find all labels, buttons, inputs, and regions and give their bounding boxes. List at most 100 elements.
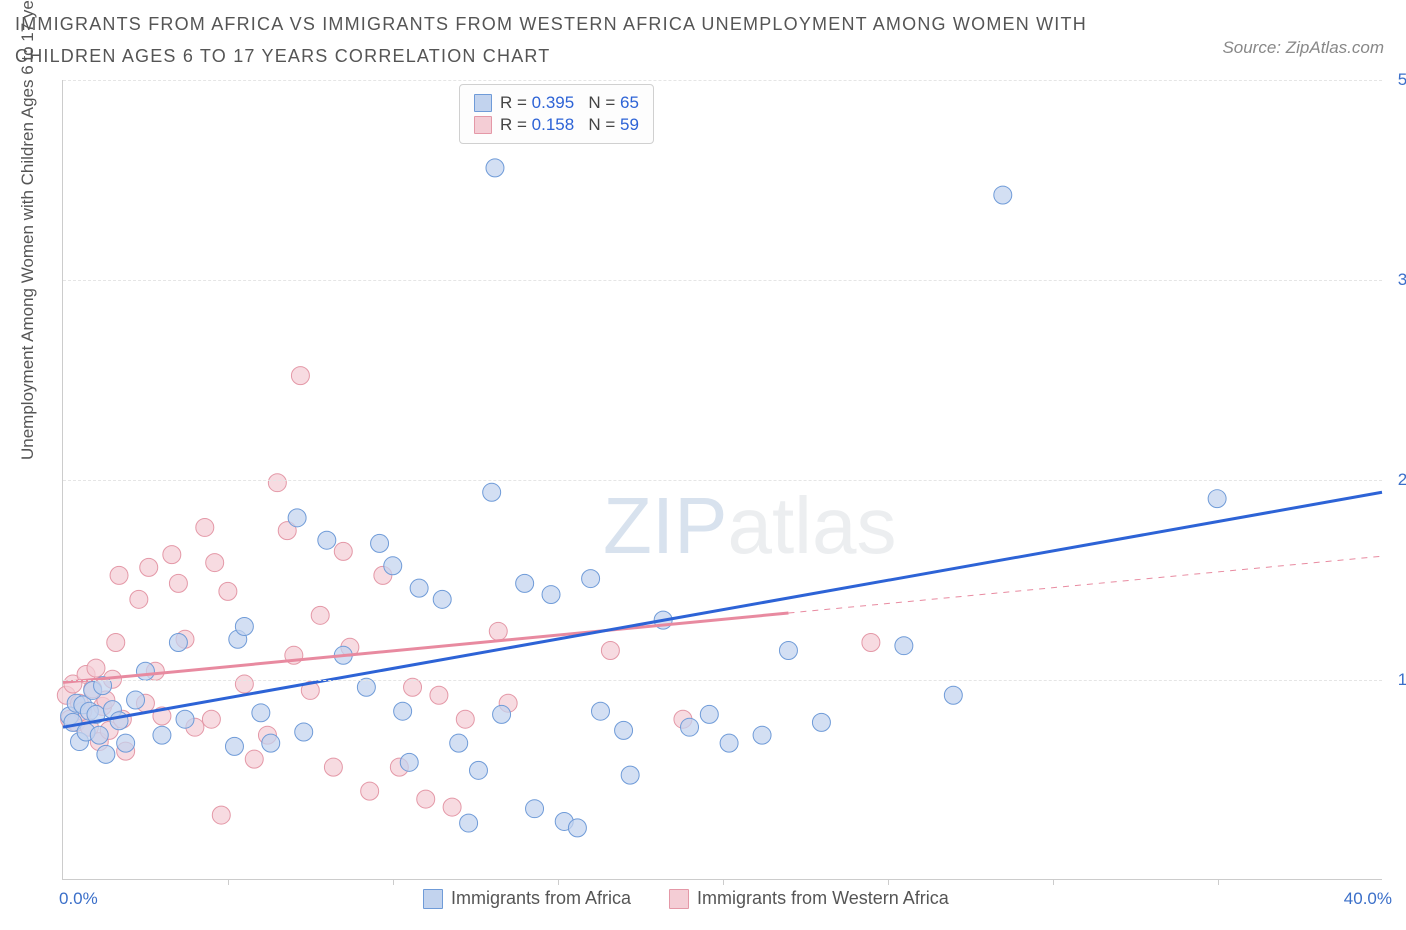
data-point [1208,490,1226,508]
gridline [63,280,1382,281]
data-point [371,534,389,552]
xtick [888,879,889,885]
data-point [526,800,544,818]
data-point [219,582,237,600]
ytick-label: 37.5% [1388,270,1406,290]
data-point [262,734,280,752]
data-point [196,518,214,536]
data-point [944,686,962,704]
data-point [136,662,154,680]
data-point [443,798,461,816]
plot-area: ZIPatlas R = 0.395 N = 65 R = 0.158 N = … [62,80,1382,880]
data-point [110,566,128,584]
y-axis-label: Unemployment Among Women with Children A… [18,0,38,460]
data-point [334,542,352,560]
data-point [753,726,771,744]
series-legend-item-africa: Immigrants from Africa [423,888,631,909]
data-point [862,634,880,652]
xtick [1218,879,1219,885]
data-point [110,712,128,730]
data-point [153,726,171,744]
data-point [235,675,253,693]
xtick [393,879,394,885]
xtick [558,879,559,885]
data-point [568,819,586,837]
legend-row-africa: R = 0.395 N = 65 [474,93,639,113]
data-point [107,634,125,652]
r-val-africa: 0.395 [532,93,575,112]
data-point [212,806,230,824]
legend-text-wafrica: R = 0.158 N = 59 [500,115,639,135]
data-point [895,637,913,655]
data-point [516,574,534,592]
data-point [456,710,474,728]
data-point [621,766,639,784]
data-point [601,641,619,659]
n-val-wafrica: 59 [620,115,639,134]
data-point [384,557,402,575]
data-point [410,579,428,597]
data-point [140,558,158,576]
data-point [483,483,501,501]
data-point [394,702,412,720]
legend-text-africa: R = 0.395 N = 65 [500,93,639,113]
data-point [430,686,448,704]
data-point [202,710,220,728]
chart-container: IMMIGRANTS FROM AFRICA VS IMMIGRANTS FRO… [0,0,1406,930]
series-swatch-africa [423,889,443,909]
data-point [169,634,187,652]
n-val-africa: 65 [620,93,639,112]
data-point [117,734,135,752]
xtick [723,879,724,885]
data-point [542,586,560,604]
data-point [206,554,224,572]
correlation-legend: R = 0.395 N = 65 R = 0.158 N = 59 [459,84,654,144]
gridline [63,80,1382,81]
x-axis-end: 40.0% [1344,889,1392,909]
data-point [681,718,699,736]
data-point [433,590,451,608]
data-point [812,713,830,731]
data-point [176,710,194,728]
data-point [486,159,504,177]
data-point [130,590,148,608]
r-val-wafrica: 0.158 [532,115,575,134]
data-point [591,702,609,720]
data-point [469,761,487,779]
source-citation: Source: ZipAtlas.com [1222,38,1384,58]
data-point [268,474,286,492]
data-point [97,745,115,763]
data-point [90,726,108,744]
data-point [288,509,306,527]
data-point [582,570,600,588]
data-point [400,753,418,771]
data-point [450,734,468,752]
legend-swatch-africa [474,94,492,112]
series-swatch-wafrica [669,889,689,909]
data-point [311,606,329,624]
series-label-wafrica: Immigrants from Western Africa [697,888,949,909]
data-point [361,782,379,800]
legend-swatch-wafrica [474,116,492,134]
data-point [720,734,738,752]
data-point [245,750,263,768]
data-point [225,737,243,755]
data-point [295,723,313,741]
data-point [460,814,478,832]
regression-line-dashed [788,556,1382,613]
data-point [235,618,253,636]
data-point [700,705,718,723]
data-point [87,659,105,677]
xtick [228,879,229,885]
chart-title: IMMIGRANTS FROM AFRICA VS IMMIGRANTS FRO… [15,8,1115,73]
data-point [779,641,797,659]
data-point [994,186,1012,204]
data-point [318,531,336,549]
data-point [291,367,309,385]
data-point [417,790,435,808]
series-label-africa: Immigrants from Africa [451,888,631,909]
gridline [63,680,1382,681]
x-axis-start: 0.0% [59,889,98,909]
data-point [493,705,511,723]
data-point [163,546,181,564]
